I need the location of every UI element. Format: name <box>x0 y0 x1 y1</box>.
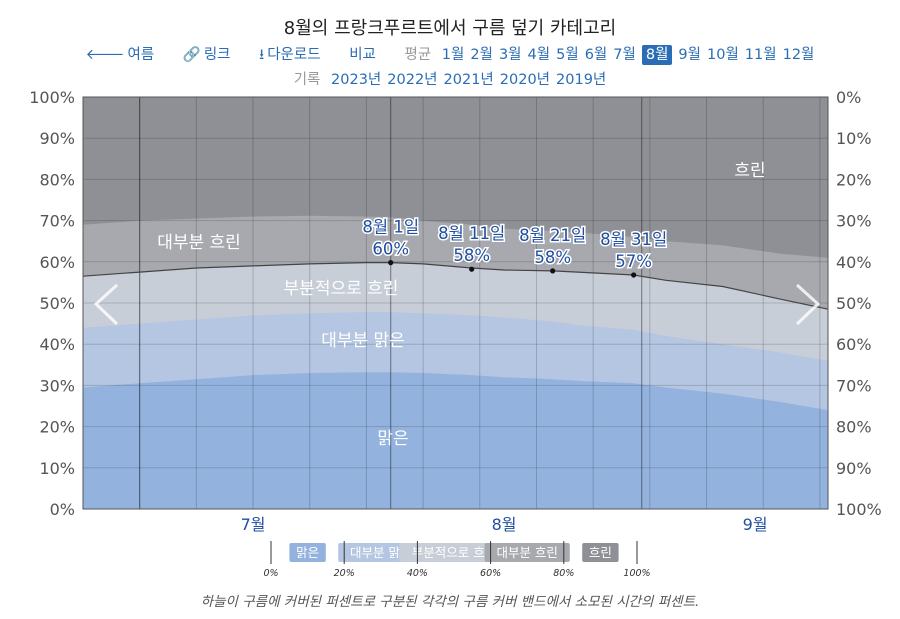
legend-tick: 0% <box>263 568 278 579</box>
records-label: 기록 <box>293 72 321 88</box>
back-summer-link[interactable]: 🡐 여름 <box>86 47 155 63</box>
month-link-2[interactable]: 2월 <box>470 47 493 63</box>
month-link-11[interactable]: 11월 <box>744 47 777 63</box>
legend-tick: 60% <box>480 568 501 579</box>
arrow-left-icon: 🡐 <box>85 47 125 63</box>
band-0 <box>83 372 828 509</box>
y-tick-left: 80% <box>39 170 75 189</box>
legend: 맑은 대부분 맑은 부분적으로 흐린 대부분 흐린 흐린 0% 20% 40% 60% 80% 10… <box>263 541 651 579</box>
month-link-8[interactable]: 8월 <box>641 45 673 65</box>
month-link-1[interactable]: 1월 <box>441 47 465 63</box>
month-links: 1월 2월 3월 4월 5월 6월 7월 8월 9월 10월 11월 12월 <box>439 45 818 65</box>
annotation-value: 60% <box>372 240 409 259</box>
y-tick-right: 0% <box>836 88 861 107</box>
y-tick-right: 50% <box>836 294 872 313</box>
month-link-5[interactable]: 5월 <box>556 47 579 63</box>
year-links: 2023년 2022년 2021년 2020년 2019년 <box>328 72 609 88</box>
month-link-9[interactable]: 9월 <box>678 47 701 63</box>
chevron-left-icon[interactable] <box>93 283 119 326</box>
compare-link[interactable]: 비교 <box>349 47 376 63</box>
annotation-value: 58% <box>534 248 571 267</box>
annotation-dot <box>631 272 637 278</box>
month-link-6[interactable]: 6월 <box>584 47 608 63</box>
y-tick-right: 20% <box>836 170 872 189</box>
y-tick-left: 70% <box>39 212 75 231</box>
month-link-4[interactable]: 4월 <box>527 47 551 63</box>
page-title: 8월의 프랑크푸르트에서 구름 덮기 카테고리 <box>283 18 617 39</box>
link-label: 링크 <box>203 47 231 63</box>
y-tick-right: 100% <box>836 500 882 519</box>
legend-swatch <box>289 543 326 562</box>
y-tick-left: 40% <box>39 335 75 354</box>
link-icon: 🔗 <box>182 47 201 63</box>
band-label: 대부분 흐린 <box>157 233 241 253</box>
y-tick-right: 70% <box>836 376 872 395</box>
year-link-2023[interactable]: 2023년 <box>331 72 382 88</box>
legend-tick: 20% <box>334 568 355 579</box>
average-label: 평균 <box>404 47 432 63</box>
y-tick-right: 80% <box>836 418 872 437</box>
month-link-10[interactable]: 10월 <box>707 47 739 63</box>
legend-swatch <box>399 543 509 562</box>
legend-label: 대부분 흐린 <box>496 545 557 560</box>
link-button[interactable]: 🔗 링크 <box>183 47 231 63</box>
chart-caption: 하늘이 구름에 커버된 퍼센트로 구분된 각각의 구름 커버 밴드에서 소모된 … <box>200 594 700 610</box>
year-link-2019[interactable]: 2019년 <box>556 72 607 88</box>
y-tick-left: 100% <box>29 88 75 107</box>
year-link-2021[interactable]: 2021년 <box>443 72 494 88</box>
month-link-7[interactable]: 7월 <box>613 47 636 63</box>
legend-tick: 40% <box>407 568 428 579</box>
year-link-2022[interactable]: 2022년 <box>387 72 438 88</box>
y-tick-left: 50% <box>39 294 75 313</box>
legend-label: 맑은 <box>296 545 319 560</box>
y-tick-right: 90% <box>836 459 872 478</box>
y-tick-left: 60% <box>39 253 75 272</box>
y-tick-right: 40% <box>836 253 872 272</box>
download-button[interactable]: ⭳ 다운로드 <box>259 47 320 63</box>
legend-swatch <box>484 543 570 562</box>
plot-frame <box>82 96 829 510</box>
annotation-dot <box>469 266 475 272</box>
grid-lines <box>83 97 828 509</box>
band-label: 흐린 <box>734 161 765 181</box>
y-tick-left: 20% <box>39 418 75 437</box>
annotation-date: 8월 11일 <box>438 224 505 243</box>
download-label: 다운로드 <box>267 47 321 63</box>
annotation-dot <box>388 260 394 266</box>
band-label: 부분적으로 흐린 <box>284 279 399 299</box>
annotation-date: 8월 31일 <box>600 230 667 249</box>
month-label: 7월 <box>241 515 266 534</box>
legend-label: 흐린 <box>589 545 612 560</box>
cloud-cover-chart: 0% 10% 20% 30% 40% 50% 60% 70% 80% 90% 100% 100% 90%… <box>29 88 882 579</box>
annotation-value: 58% <box>453 246 490 265</box>
chevron-right-icon[interactable] <box>795 283 821 326</box>
y-tick-left: 10% <box>39 459 75 478</box>
year-link-2020[interactable]: 2020년 <box>499 72 551 88</box>
legend-swatch <box>582 543 619 562</box>
legend-tick: 100% <box>623 568 650 579</box>
annotation-date: 8월 1일 <box>362 218 419 237</box>
band-label: 대부분 맑은 <box>321 331 405 351</box>
y-tick-left: 30% <box>39 376 75 395</box>
month-label: 8월 <box>492 515 517 534</box>
band-label: 맑은 <box>377 429 408 449</box>
records-bar: 기록 2023년 2022년 2021년 2020년 2019년 <box>0 68 900 89</box>
month-label: 9월 <box>743 515 768 534</box>
y-tick-right: 60% <box>836 335 872 354</box>
y-tick-right: 10% <box>836 129 872 148</box>
annotation-dot <box>550 268 556 274</box>
legend-tick: 80% <box>553 568 574 579</box>
month-link-3[interactable]: 3월 <box>498 47 522 63</box>
nav-bar: 🡐 여름 🔗 링크 ⭳ 다운로드 비교 평균 1월 2월 3월 4월 5월 6월 7월 8월 9월 10… <box>0 43 900 69</box>
legend-label: 대부분 맑은 <box>350 545 411 560</box>
legend-label: 부분적으로 흐린 <box>412 545 496 560</box>
annotation-value: 57% <box>615 252 652 271</box>
y-tick-left: 90% <box>39 129 75 148</box>
month-link-12[interactable]: 12월 <box>782 47 815 63</box>
download-icon: ⭳ <box>259 47 265 63</box>
y-tick-right: 30% <box>836 212 872 231</box>
back-label: 여름 <box>127 47 155 63</box>
y-tick-left: 0% <box>50 500 75 519</box>
annotation-date: 8월 21일 <box>519 226 586 245</box>
